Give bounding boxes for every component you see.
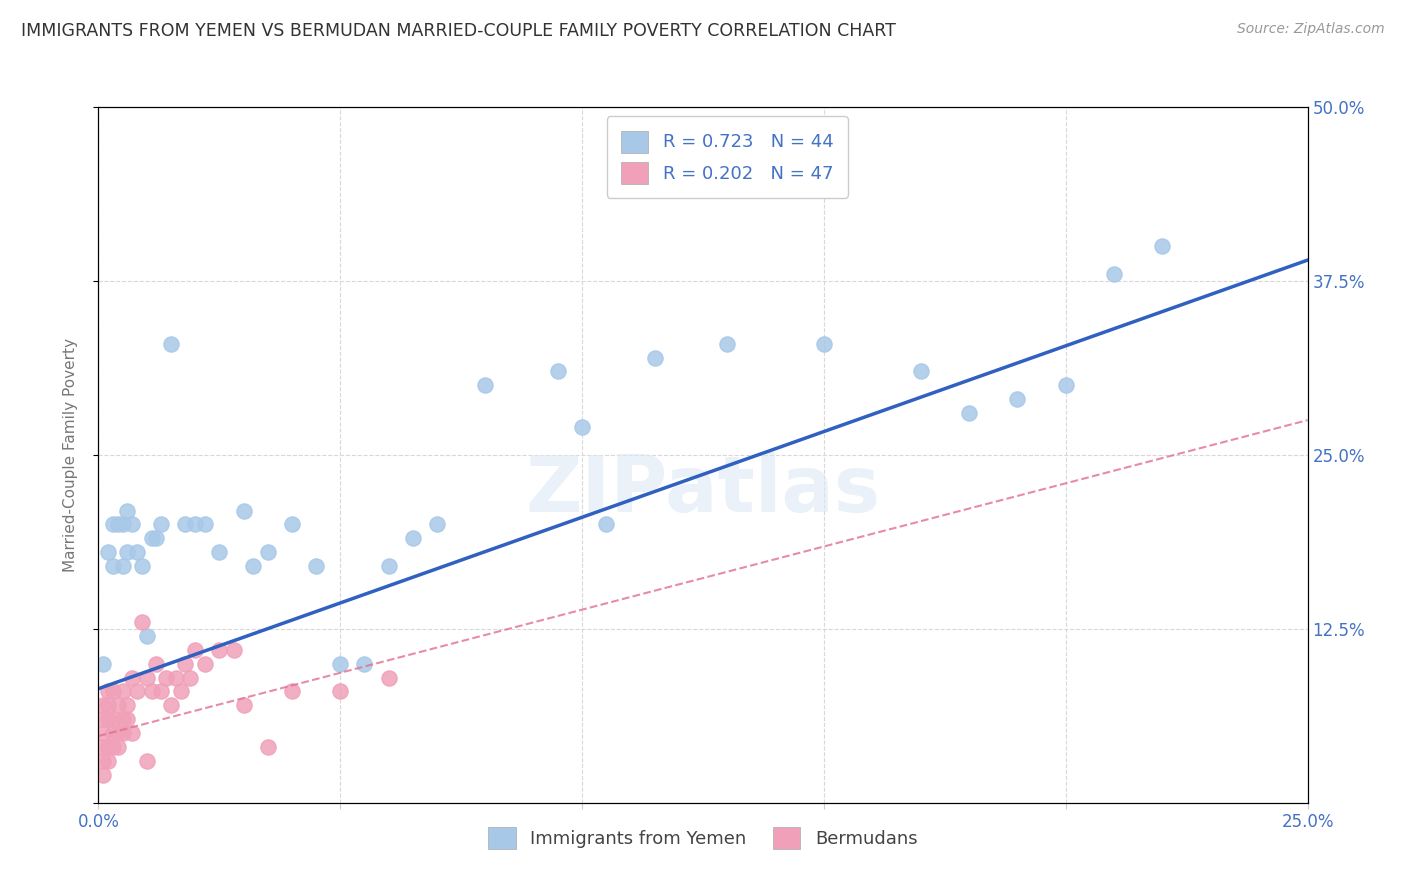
Point xyxy=(101,712,124,726)
Point xyxy=(305,559,328,574)
Point xyxy=(222,642,245,657)
Point xyxy=(716,336,738,351)
Point xyxy=(121,517,143,532)
Point xyxy=(117,698,139,713)
Point xyxy=(281,517,304,532)
Point xyxy=(111,559,134,574)
Point xyxy=(91,712,114,726)
Point xyxy=(121,726,143,740)
Point xyxy=(97,740,120,755)
Point xyxy=(813,336,835,351)
Point xyxy=(101,684,124,698)
Point xyxy=(111,517,134,532)
Point xyxy=(184,642,207,657)
Point xyxy=(135,629,157,643)
Point xyxy=(402,532,425,546)
Point xyxy=(101,517,124,532)
Point xyxy=(377,559,399,574)
Point xyxy=(107,698,129,713)
Point xyxy=(107,726,129,740)
Point xyxy=(256,740,278,755)
Point xyxy=(256,545,278,559)
Point xyxy=(97,545,120,559)
Point xyxy=(97,684,120,698)
Point xyxy=(141,532,163,546)
Point xyxy=(160,698,183,713)
Point xyxy=(174,517,197,532)
Point xyxy=(644,351,666,365)
Point xyxy=(242,559,264,574)
Point xyxy=(145,657,167,671)
Text: ZIPatlas: ZIPatlas xyxy=(526,451,880,528)
Point xyxy=(135,754,157,768)
Point xyxy=(91,657,114,671)
Point xyxy=(474,378,496,392)
Point xyxy=(329,684,352,698)
Point xyxy=(127,684,149,698)
Point xyxy=(107,517,129,532)
Text: IMMIGRANTS FROM YEMEN VS BERMUDAN MARRIED-COUPLE FAMILY POVERTY CORRELATION CHAR: IMMIGRANTS FROM YEMEN VS BERMUDAN MARRIE… xyxy=(21,22,896,40)
Point xyxy=(101,740,124,755)
Point xyxy=(910,364,932,378)
Point xyxy=(208,545,231,559)
Point xyxy=(353,657,375,671)
Point xyxy=(131,559,153,574)
Point xyxy=(1102,267,1125,281)
Point xyxy=(91,768,114,782)
Point xyxy=(111,684,134,698)
Point xyxy=(174,657,197,671)
Y-axis label: Married-Couple Family Poverty: Married-Couple Family Poverty xyxy=(63,338,77,572)
Point xyxy=(127,545,149,559)
Point xyxy=(121,671,143,685)
Point xyxy=(150,684,173,698)
Point xyxy=(91,740,114,755)
Point xyxy=(426,517,449,532)
Point xyxy=(97,712,120,726)
Point xyxy=(111,726,134,740)
Point xyxy=(1054,378,1077,392)
Point xyxy=(232,503,254,517)
Point xyxy=(208,642,231,657)
Point xyxy=(595,517,617,532)
Point xyxy=(377,671,399,685)
Point xyxy=(107,740,129,755)
Point xyxy=(1152,239,1174,253)
Point xyxy=(97,698,120,713)
Point xyxy=(1007,392,1029,407)
Point xyxy=(160,336,183,351)
Point xyxy=(111,712,134,726)
Point xyxy=(117,503,139,517)
Point xyxy=(97,754,120,768)
Point xyxy=(91,726,114,740)
Point xyxy=(101,726,124,740)
Point xyxy=(957,406,980,420)
Point xyxy=(194,517,217,532)
Point xyxy=(117,712,139,726)
Point xyxy=(165,671,187,685)
Point xyxy=(131,615,153,629)
Point xyxy=(145,532,167,546)
Point xyxy=(150,517,173,532)
Point xyxy=(91,754,114,768)
Legend: Immigrants from Yemen, Bermudans: Immigrants from Yemen, Bermudans xyxy=(474,813,932,863)
Point xyxy=(232,698,254,713)
Point xyxy=(169,684,191,698)
Point xyxy=(155,671,177,685)
Point xyxy=(571,420,593,434)
Point xyxy=(117,545,139,559)
Point xyxy=(141,684,163,698)
Text: Source: ZipAtlas.com: Source: ZipAtlas.com xyxy=(1237,22,1385,37)
Point xyxy=(135,671,157,685)
Point xyxy=(329,657,352,671)
Point xyxy=(91,698,114,713)
Point xyxy=(184,517,207,532)
Point xyxy=(101,559,124,574)
Point xyxy=(281,684,304,698)
Point xyxy=(194,657,217,671)
Point xyxy=(179,671,201,685)
Point xyxy=(547,364,569,378)
